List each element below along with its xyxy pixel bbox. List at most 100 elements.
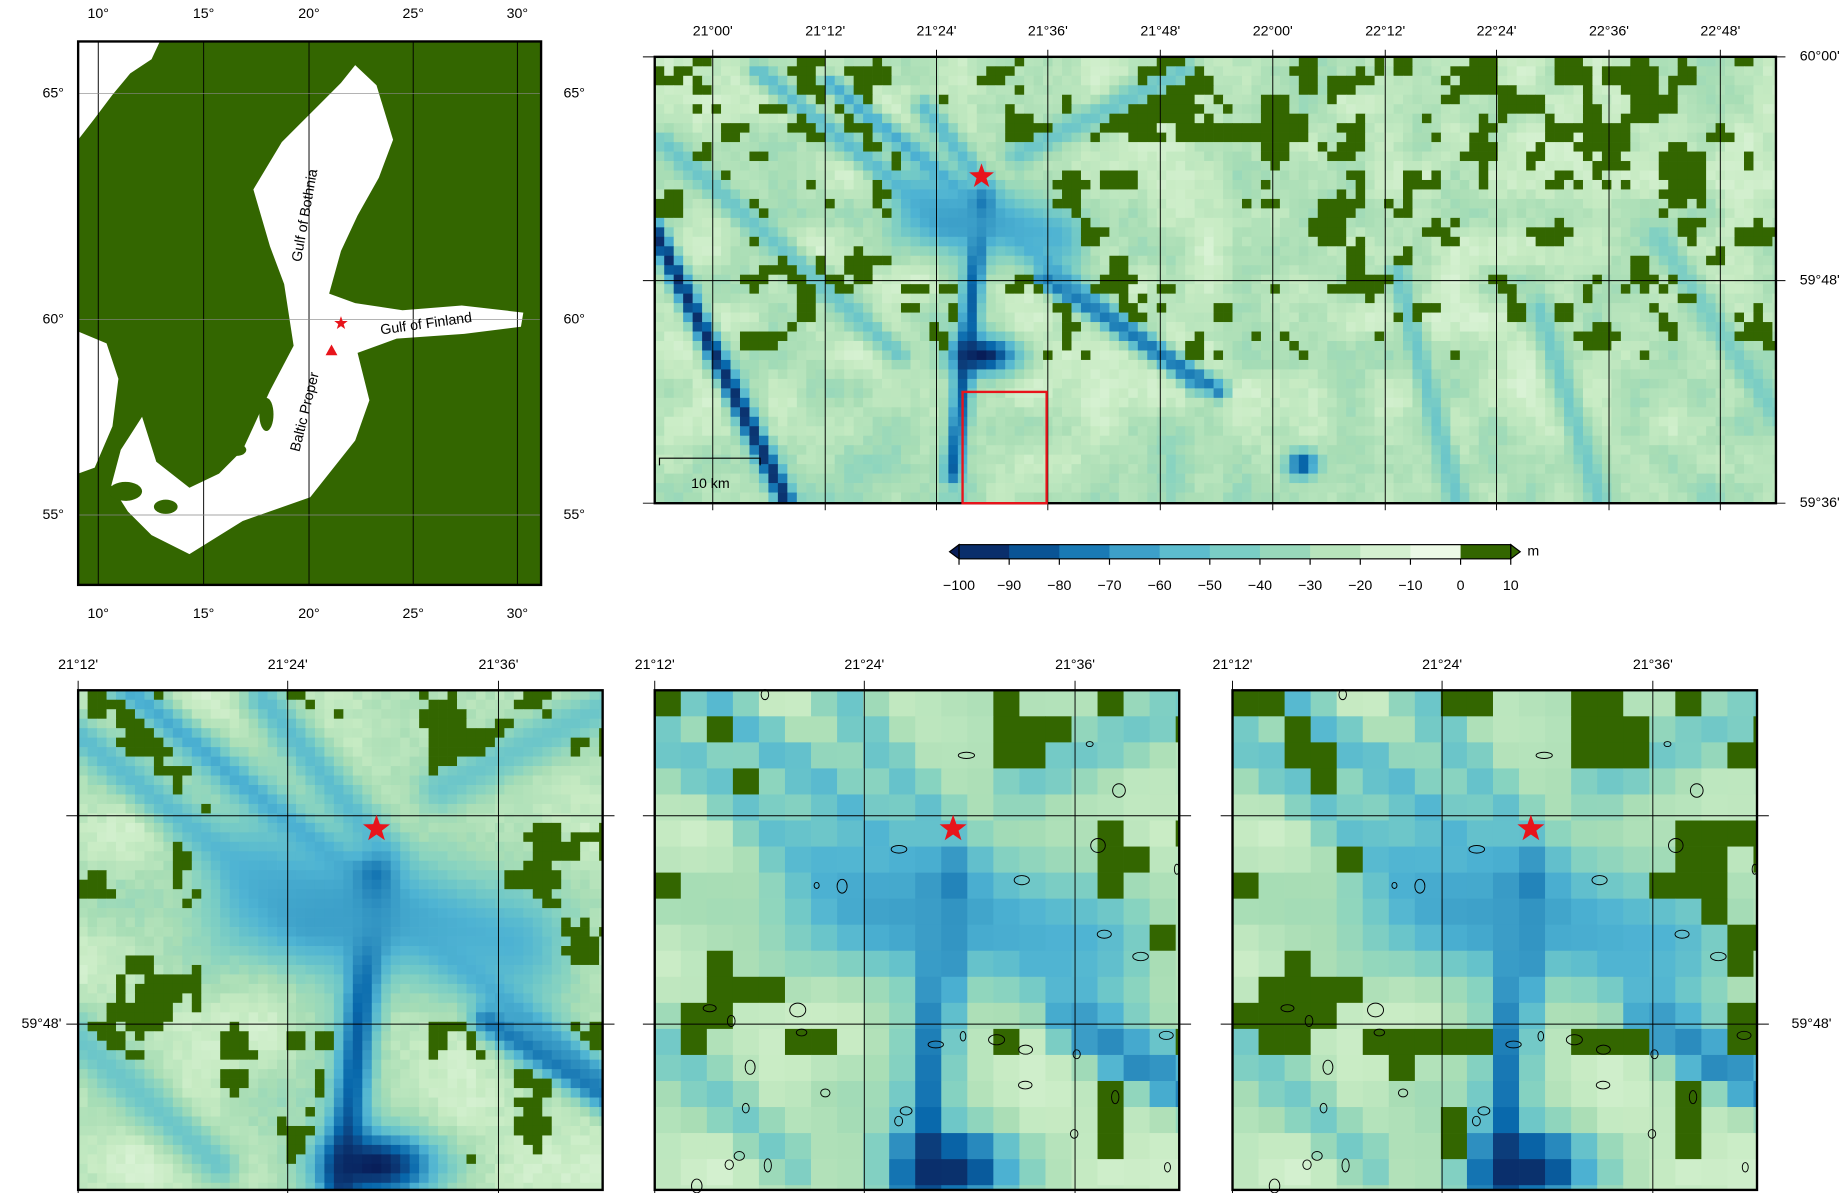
depth-cell bbox=[958, 66, 968, 76]
depth-cell bbox=[844, 341, 854, 351]
depth-cell bbox=[1024, 180, 1034, 190]
depth-cell bbox=[1356, 265, 1366, 275]
depth-cell bbox=[1431, 341, 1441, 351]
depth-cell bbox=[1574, 350, 1584, 360]
depth-cell bbox=[1469, 284, 1479, 294]
depth-cell bbox=[929, 180, 939, 190]
depth-cell bbox=[1308, 161, 1318, 171]
depth-cell bbox=[1034, 256, 1044, 266]
depth-cell bbox=[967, 66, 977, 76]
depth-cell bbox=[655, 417, 665, 427]
depth-cell bbox=[1176, 322, 1186, 332]
depth-cell bbox=[1270, 142, 1280, 152]
depth-cell bbox=[674, 322, 684, 332]
depth-cell bbox=[1564, 152, 1574, 162]
depth-cell bbox=[1678, 95, 1688, 105]
depth-cell bbox=[778, 142, 788, 152]
depth-cell bbox=[920, 369, 930, 379]
depth-cell bbox=[920, 256, 930, 266]
depth-cell bbox=[1659, 161, 1669, 171]
depth-cell bbox=[1517, 332, 1527, 342]
depth-cell bbox=[749, 180, 759, 190]
depth-cell bbox=[1185, 379, 1195, 389]
depth-cell bbox=[1289, 208, 1299, 218]
depth-cell bbox=[1668, 417, 1678, 427]
depth-cell bbox=[740, 180, 750, 190]
depth-cell bbox=[1498, 322, 1508, 332]
depth-cell bbox=[787, 436, 797, 446]
depth-cell bbox=[967, 189, 977, 199]
depth-cell bbox=[1299, 360, 1309, 370]
depth-cell bbox=[1289, 294, 1299, 304]
depth-cell bbox=[1062, 417, 1072, 427]
depth-cell bbox=[1204, 417, 1214, 427]
depth-cell bbox=[825, 171, 835, 181]
depth-cell bbox=[854, 57, 864, 67]
depth-cell bbox=[1308, 369, 1318, 379]
depth-cell bbox=[1441, 66, 1451, 76]
depth-cell bbox=[1081, 265, 1091, 275]
depth-cell bbox=[854, 313, 864, 323]
depth-cell bbox=[1412, 123, 1422, 133]
depth-cell bbox=[1450, 95, 1460, 105]
depth-cell bbox=[1431, 407, 1441, 417]
depth-cell bbox=[825, 95, 835, 105]
depth-cell bbox=[1592, 398, 1602, 408]
depth-cell bbox=[1602, 66, 1612, 76]
depth-cell bbox=[1337, 57, 1347, 67]
depth-cell bbox=[1574, 95, 1584, 105]
depth-cell bbox=[1109, 341, 1119, 351]
depth-cell bbox=[1356, 133, 1366, 143]
depth-cell bbox=[1261, 398, 1271, 408]
depth-cell bbox=[1403, 407, 1413, 417]
depth-cell bbox=[1394, 227, 1404, 237]
depth-cell bbox=[1195, 133, 1205, 143]
depth-cell bbox=[1611, 275, 1621, 285]
depth-cell bbox=[655, 256, 665, 266]
depth-cell bbox=[731, 142, 741, 152]
depth-cell bbox=[996, 388, 1006, 398]
depth-cell bbox=[929, 284, 939, 294]
depth-cell bbox=[1062, 445, 1072, 455]
depth-cell bbox=[1621, 180, 1631, 190]
depth-cell bbox=[1517, 114, 1527, 124]
depth-cell bbox=[1128, 436, 1138, 446]
depth-cell bbox=[1261, 369, 1271, 379]
depth-cell bbox=[1138, 227, 1148, 237]
depth-cell bbox=[1507, 294, 1517, 304]
depth-cell bbox=[1536, 57, 1546, 67]
depth-cell bbox=[1697, 332, 1707, 342]
depth-cell bbox=[1517, 208, 1527, 218]
depth-cell bbox=[1545, 379, 1555, 389]
depth-cell bbox=[1640, 284, 1650, 294]
depth-cell bbox=[1071, 199, 1081, 209]
depth-cell bbox=[1346, 133, 1356, 143]
depth-cell bbox=[1071, 265, 1081, 275]
depth-cell bbox=[749, 275, 759, 285]
depth-cell bbox=[787, 85, 797, 95]
depth-cell bbox=[1621, 123, 1631, 133]
depth-cell bbox=[797, 152, 807, 162]
depth-cell bbox=[1592, 350, 1602, 360]
depth-cell bbox=[873, 57, 883, 67]
depth-cell bbox=[910, 66, 920, 76]
depth-cell bbox=[778, 180, 788, 190]
depth-cell bbox=[655, 104, 665, 114]
depth-cell bbox=[1526, 76, 1536, 86]
depth-cell bbox=[1640, 237, 1650, 247]
depth-cell bbox=[1640, 265, 1650, 275]
depth-cell bbox=[1649, 341, 1659, 351]
depth-cell bbox=[1053, 218, 1063, 228]
depth-cell bbox=[1005, 227, 1015, 237]
depth-cell bbox=[1545, 66, 1555, 76]
depth-cell bbox=[1507, 256, 1517, 266]
depth-cell bbox=[1763, 303, 1773, 313]
depth-cell bbox=[1403, 265, 1413, 275]
depth-cell bbox=[967, 436, 977, 446]
depth-cell bbox=[863, 407, 873, 417]
depth-cell bbox=[977, 237, 987, 247]
depth-cell bbox=[958, 322, 968, 332]
depth-cell bbox=[1024, 350, 1034, 360]
depth-cell bbox=[1053, 123, 1063, 133]
depth-cell bbox=[702, 313, 712, 323]
